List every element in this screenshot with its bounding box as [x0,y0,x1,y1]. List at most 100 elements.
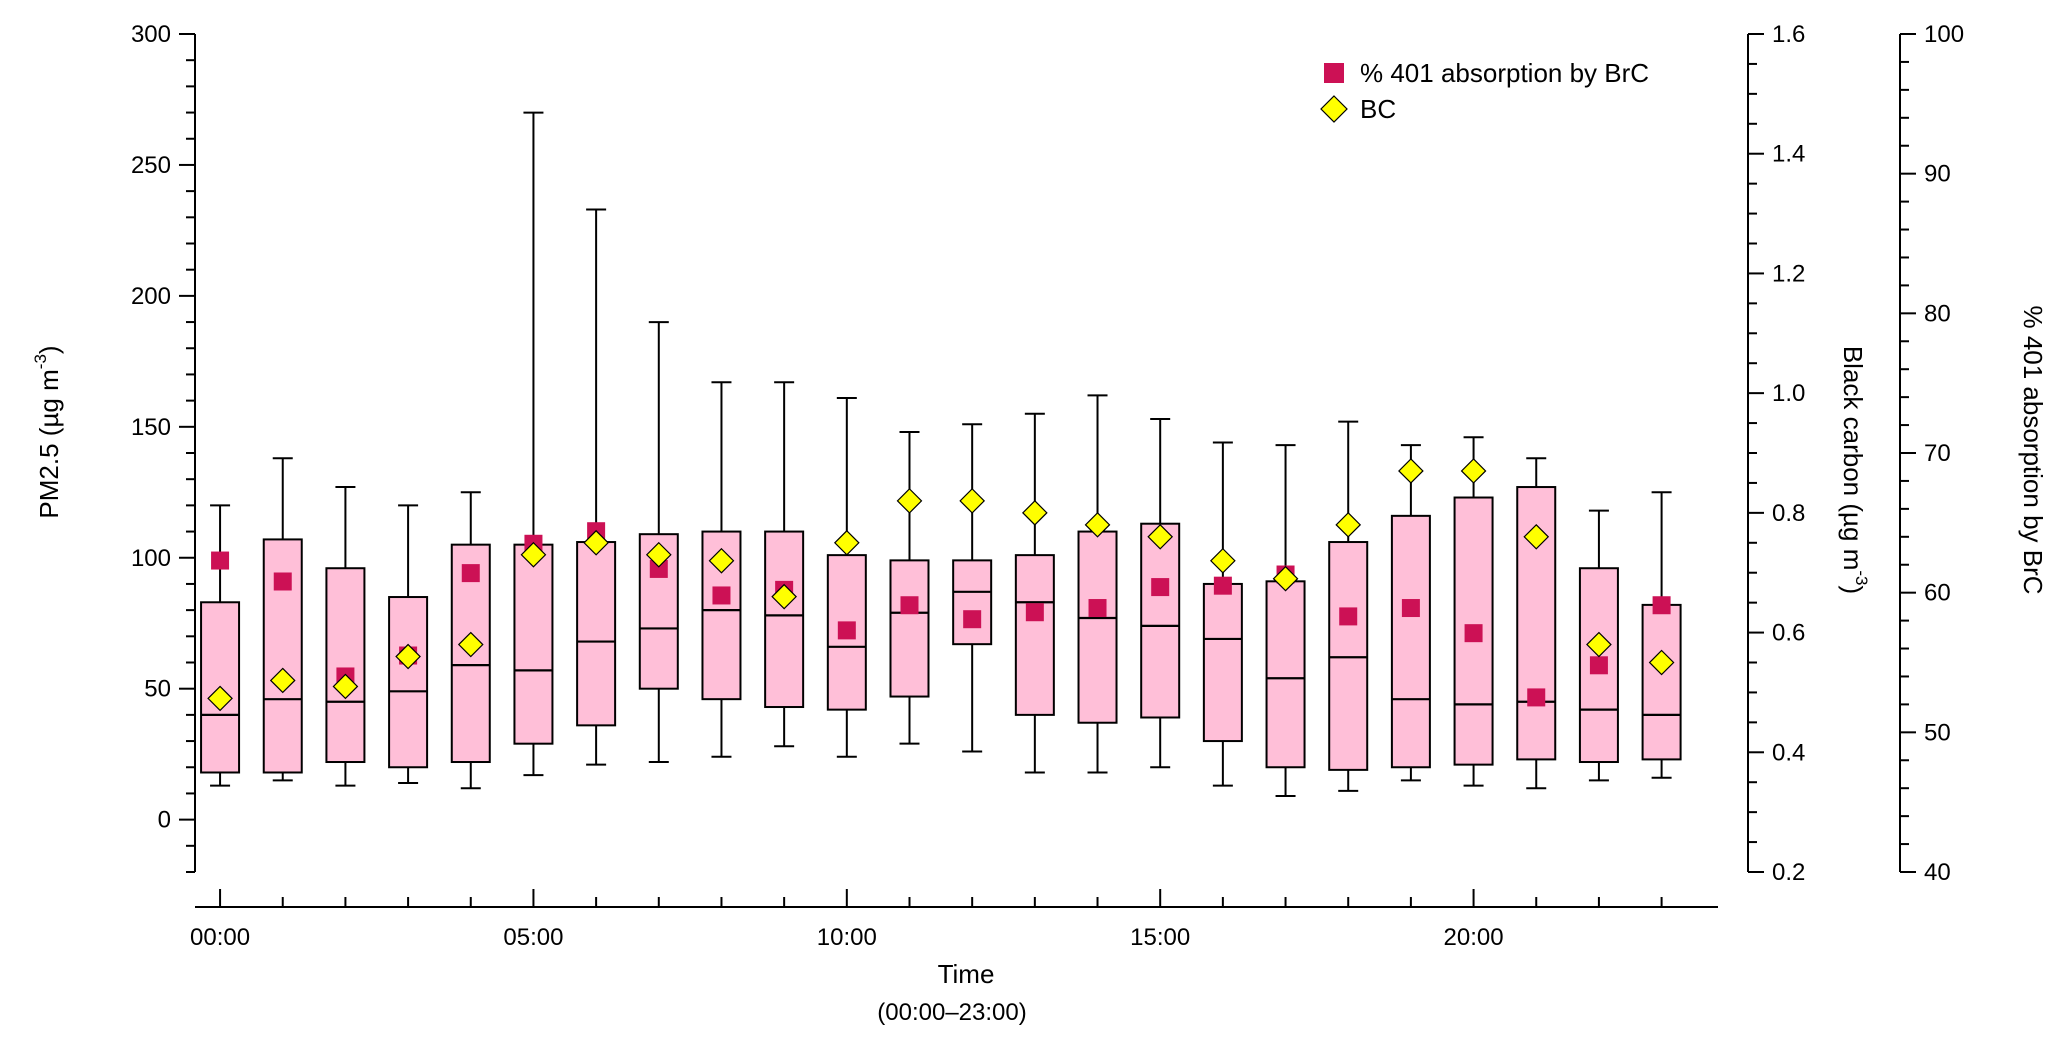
box-hour-16 [1202,441,1243,787]
bc-point-21 [1523,523,1550,550]
box-hour-12 [952,423,993,753]
bc-point-0 [207,685,233,712]
bc-tick-label: 1.0 [1772,380,1805,407]
brc-point-16 [1213,576,1232,595]
box-hour-17 [1265,444,1306,798]
bc-tick-label: 1.4 [1772,141,1805,168]
bc-point-13 [1021,500,1048,526]
bc-point-11 [896,488,923,514]
bc-point-22 [1586,631,1612,658]
box-hour-6 [576,208,617,766]
box-iqr [1265,580,1306,769]
left-tick-label: 0 [158,807,171,834]
x-axis-subtitle: (00:00–23:00) [877,999,1026,1026]
box-iqr [889,559,930,698]
bc-tick-label: 0.2 [1772,859,1805,886]
legend: % 401 absorption by BrC BC [1320,58,1649,124]
bc-point-23 [1648,649,1675,676]
box-iqr [1390,514,1431,769]
bc-point-9 [771,583,797,610]
box-hour-9 [764,381,805,748]
bc-point-18 [1335,511,1362,538]
right-y-axis-title-brc: % 401 absorption by BrC [2018,305,2048,594]
brc-point-8 [712,586,731,605]
bc-point-6 [583,529,609,556]
x-tick-label: 05:00 [503,924,563,951]
box-hour-1 [262,457,303,782]
x-tick-label: 00:00 [190,924,250,951]
left-tick-label: 50 [144,676,171,703]
box-hour-19 [1390,444,1431,782]
brc-tick-label: 100 [1924,21,1964,48]
brc-tick-label: 50 [1924,719,1951,746]
bc-point-14 [1084,511,1111,538]
box-hour-5 [513,111,554,777]
bc-tick-label: 0.6 [1772,620,1805,647]
bc-point-3 [395,643,421,670]
bc-point-1 [269,667,296,694]
bc-point-12 [959,488,986,514]
brc-tick-label: 80 [1924,300,1951,327]
bc-point-2 [332,673,359,700]
box-hour-14 [1077,394,1118,774]
box-hour-15 [1140,417,1181,769]
bc-point-19 [1398,458,1424,484]
brc-point-19 [1401,599,1420,618]
bc-point-16 [1210,547,1236,574]
legend-label-bc: BC [1360,94,1396,124]
brc-point-15 [1151,578,1170,597]
box-iqr [1328,541,1369,771]
box-hour-2 [325,486,366,787]
brc-point-12 [963,610,982,629]
bc-point-5 [520,541,547,568]
axes: 0 50 100 150 200 250 300 00:00 05:00 10:00 15:00 20… [131,21,1964,951]
box-hour-10 [826,397,867,758]
brc-point-18 [1339,607,1358,626]
brc-point-1 [273,572,292,591]
bc-point-10 [833,529,860,556]
box-iqr [513,543,554,745]
legend-marker-bc [1320,95,1348,123]
brc-point-21 [1527,688,1546,707]
legend-marker-brc [1324,63,1344,83]
brc-point-11 [900,596,919,615]
box-hour-13 [1014,412,1055,774]
box-iqr [1202,582,1243,743]
left-tick-label: 250 [131,152,171,179]
x-axis-title: Time [938,959,995,989]
box-iqr [764,530,805,709]
x-tick-label: 20:00 [1444,924,1504,951]
brc-tick-label: 40 [1924,859,1951,886]
bc-point-20 [1460,458,1487,484]
brc-point-20 [1464,624,1483,643]
brc-point-4 [461,564,480,583]
brc-point-7 [649,559,668,578]
box-iqr [1077,530,1118,724]
marker-series [207,458,1675,712]
brc-point-22 [1589,656,1608,675]
left-tick-label: 300 [131,21,171,48]
brc-tick-label: 70 [1924,440,1951,467]
legend-label-brc: % 401 absorption by BrC [1360,58,1649,88]
box-hour-23 [1641,491,1682,779]
bc-point-17 [1272,565,1299,592]
box-iqr [576,541,617,727]
box-hour-20 [1453,436,1494,787]
left-tick-label: 200 [131,283,171,310]
brc-tick-label: 60 [1924,580,1951,607]
bc-point-15 [1147,523,1174,550]
left-tick-label: 100 [131,545,171,572]
box-iqr [388,596,429,769]
bc-tick-label: 1.2 [1772,260,1805,287]
bc-tick-label: 0.8 [1772,500,1805,527]
box-iqr [1641,603,1682,761]
box-iqr [1014,554,1055,716]
right-y-axis-title-bc: Black carbon (µg m-3) [1838,346,1871,594]
box-hour-0 [200,504,241,787]
brc-point-14 [1088,599,1107,618]
box-iqr [325,567,366,764]
box-hour-21 [1516,457,1557,790]
bc-tick-label: 0.4 [1772,739,1805,766]
